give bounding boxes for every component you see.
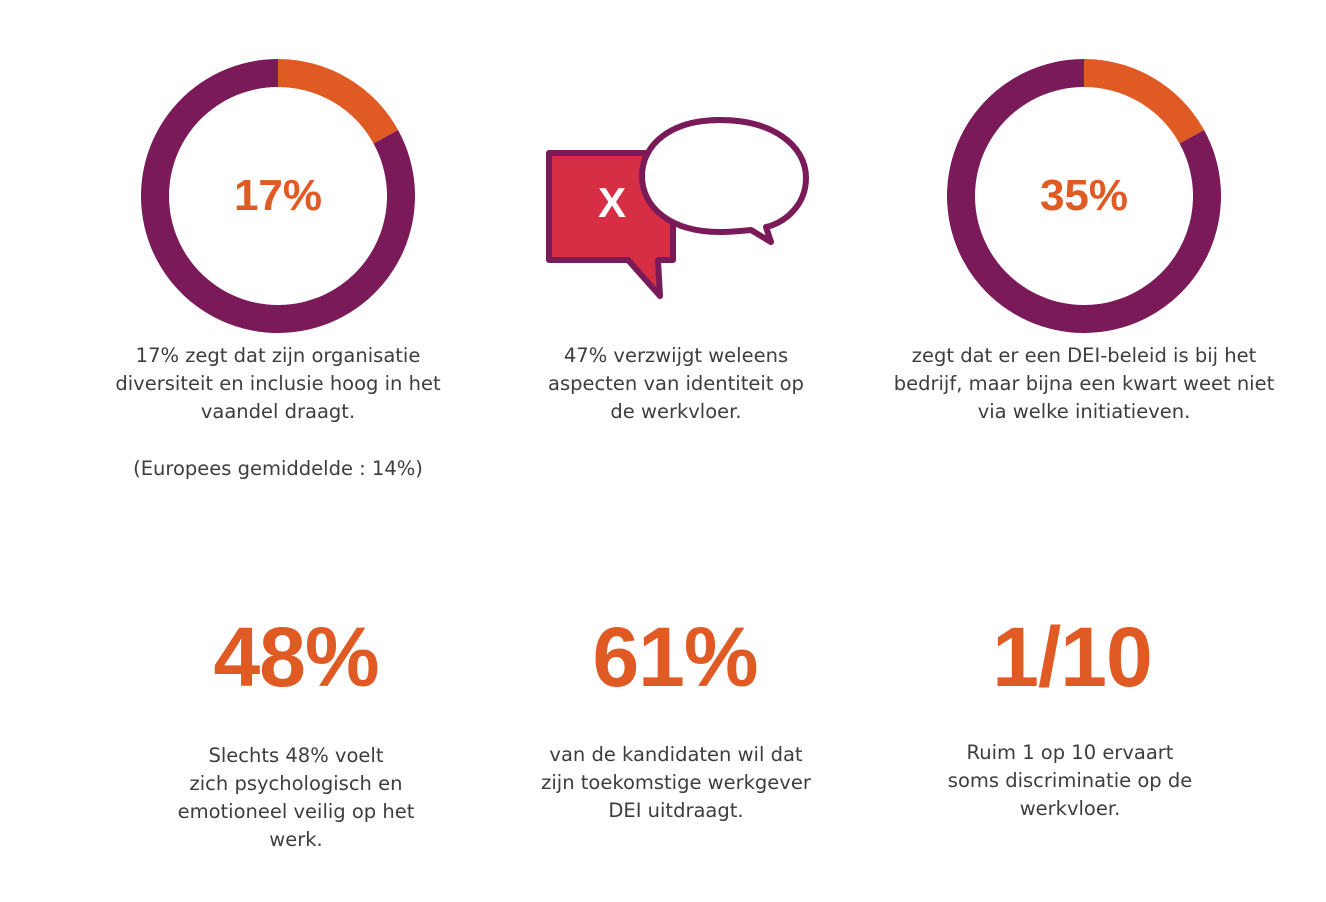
donut-slice-0 <box>1084 59 1205 144</box>
discrimination-value: 1/10 <box>992 610 1153 704</box>
donut-center-label: 35% <box>1039 171 1129 220</box>
diversity-caption: 17% zegt dat zijn organisatie diversitei… <box>115 344 441 423</box>
donut-slice-0 <box>278 59 399 144</box>
x-mark-icon: X <box>597 179 626 226</box>
candidates-caption: van de kandidaten wil dat zijn toekomsti… <box>541 743 811 822</box>
donut-chart-policy: 35% <box>946 58 1222 334</box>
safety-value: 48% <box>213 610 379 704</box>
safety-caption: Slechts 48% voelt zich psychologisch en … <box>177 744 415 851</box>
speech-bubbles-icon <box>546 117 809 299</box>
diversity-note: (Europees gemiddelde : 14%) <box>133 457 423 480</box>
donut-svg <box>141 59 415 333</box>
discrimination-caption: Ruim 1 op 10 ervaart soms discriminatie … <box>947 741 1193 820</box>
donut-chart-diversity: 17% <box>140 58 416 334</box>
policy-caption: zegt dat er een DEI-beleid is bij het be… <box>893 344 1275 423</box>
identity-caption: 47% verzwijgt weleens aspecten van ident… <box>548 344 804 423</box>
donut-center-label: 17% <box>233 171 323 220</box>
donut-svg <box>947 59 1221 333</box>
candidates-value: 61% <box>592 610 758 704</box>
